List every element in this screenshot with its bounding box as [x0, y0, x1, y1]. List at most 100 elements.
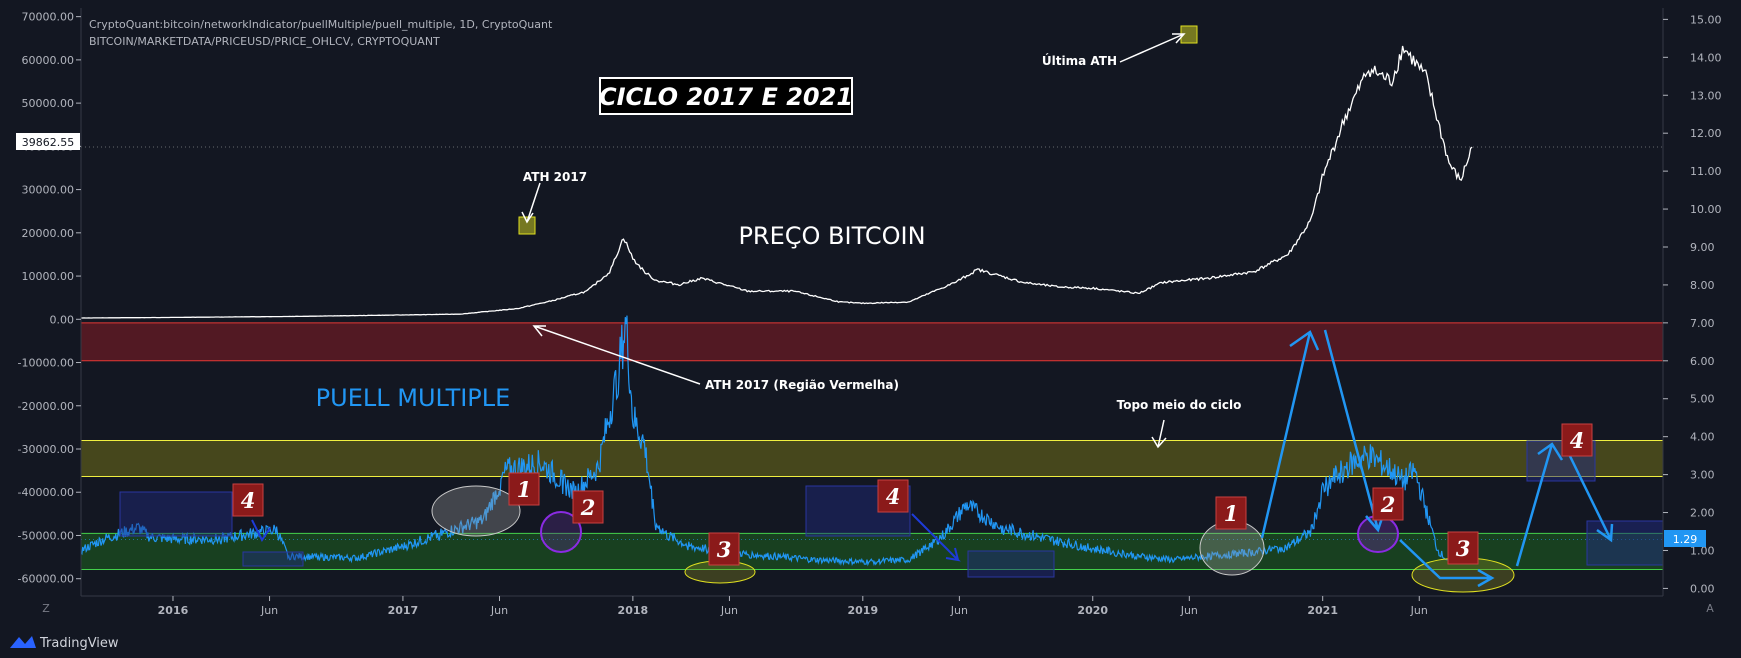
left-tick-label: 60000.00 [22, 54, 75, 67]
phase-label-1-2017: 1 [508, 472, 540, 506]
current-puell-tag: 1.29 [1664, 530, 1706, 547]
right-tick-label: 11.00 [1690, 165, 1722, 178]
zone-red [81, 322, 1663, 361]
left-tick-label: -50000.00 [18, 529, 74, 542]
arrow-2019 [911, 513, 961, 562]
right-tick-label: 15.00 [1690, 13, 1722, 26]
zone-green [81, 533, 1663, 570]
svg-text:1: 1 [1224, 501, 1239, 526]
phase-label-4-2016: 4 [232, 483, 264, 517]
svg-text:2: 2 [580, 495, 596, 520]
projection-arrows [1260, 329, 1614, 588]
svg-text:4: 4 [886, 484, 901, 509]
x-tick-label: 2018 [618, 604, 649, 617]
annotation-last-ath: Última ATH [1042, 53, 1117, 68]
box-low-proj [1586, 520, 1664, 566]
indicator-meta-line-1: CryptoQuant:bitcoin/networkIndicator/pue… [89, 18, 553, 31]
left-tick-label: 50000.00 [22, 97, 75, 110]
right-tick-label: 0.00 [1690, 582, 1715, 595]
x-axis-ticks: 2016 Jun 2017 Jun 2018 Jun 2019 Jun 2020 Jun 2021 J… [158, 596, 1428, 617]
right-tick-label: 9.00 [1690, 241, 1715, 254]
phase-label-3-proj: 3 [1447, 531, 1479, 565]
svg-text:A: A [1706, 602, 1714, 615]
arrow-last-ath [1119, 33, 1186, 63]
x-tick-label: Jun [260, 604, 278, 617]
arrow-proj-up-2 [1515, 442, 1564, 567]
phase-label-3-2019: 3 [708, 532, 740, 566]
right-tick-label: 4.00 [1690, 431, 1715, 444]
circle-phase-2-2018 [540, 511, 582, 553]
box-phase-4-2016 [119, 491, 233, 537]
right-tick-label: 10.00 [1690, 203, 1722, 216]
current-puell-value: 1.29 [1673, 533, 1698, 546]
right-tick-label: 12.00 [1690, 127, 1722, 140]
x-tick-label: 2017 [388, 604, 419, 617]
left-tick-label: 70000.00 [22, 11, 75, 24]
arrow-proj-up-1 [1260, 330, 1320, 539]
right-tick-label: 1.00 [1690, 544, 1715, 557]
left-tick-label: -40000.00 [18, 486, 74, 499]
x-tick-label: Jun [720, 604, 738, 617]
svg-text:4: 4 [241, 488, 256, 513]
svg-text:Z: Z [42, 602, 50, 615]
indicator-meta-line-2: BITCOIN/MARKETDATA/PRICEUSD/PRICE_OHLCV,… [89, 35, 440, 48]
auto-scale-right-button[interactable]: A [1706, 602, 1714, 615]
arrow-proj-flat [1399, 539, 1495, 588]
cycle-title-box [599, 77, 853, 115]
annotation-mid-cycle: Topo meio do ciclo [1117, 398, 1242, 412]
left-tick-label: 30000.00 [22, 184, 75, 197]
svg-text:2: 2 [1380, 492, 1396, 517]
axes-layer: 70000.0060000.0050000.0040000.0030000.00… [18, 8, 1722, 617]
current-price-value: 39862.55 [22, 136, 75, 149]
tradingview-brand-text: TradingView [39, 636, 119, 651]
left-tick-label: 0.00 [50, 313, 75, 326]
tradingview-logo[interactable]: TradingView [10, 636, 119, 651]
annotation-arrows [521, 33, 1186, 449]
x-tick-label: 2019 [847, 604, 878, 617]
left-tick-label: 10000.00 [22, 270, 75, 283]
right-tick-label: 3.00 [1690, 469, 1715, 482]
right-axis-ticks: 15.00 14.00 13.00 12.00 11.00 10.00 9.00 8.00 7.… [1663, 13, 1722, 595]
right-tick-label: 13.00 [1690, 89, 1722, 102]
phase-label-4-proj: 4 [1561, 423, 1593, 457]
series-puell-multiple [80, 315, 1473, 567]
annotation-ath-2017-red: ATH 2017 (Região Vermelha) [705, 378, 899, 392]
x-tick-label: Jun [490, 604, 508, 617]
arrow-ath-red [532, 325, 701, 385]
x-tick-label: 2016 [158, 604, 189, 617]
svg-text:3: 3 [717, 537, 732, 562]
zone-yellow [81, 440, 1663, 477]
svg-text:1: 1 [517, 477, 532, 502]
right-tick-label: 5.00 [1690, 393, 1715, 406]
phase-label-4-2019: 4 [877, 479, 909, 513]
circle-phase-2-proj [1357, 515, 1399, 553]
left-tick-label: -60000.00 [18, 573, 74, 586]
phase-label-2-2018: 2 [572, 490, 604, 524]
ellipse-phase-1-2017 [431, 485, 521, 537]
auto-scale-left-button[interactable]: Z [42, 602, 50, 615]
price-series-label: PREÇO BITCOIN [738, 222, 925, 250]
zones-layer [81, 146, 1663, 570]
x-tick-label: 2021 [1307, 604, 1338, 617]
right-tick-label: 14.00 [1690, 51, 1722, 64]
arrow-2016 [251, 519, 271, 542]
box-low-2016 [242, 551, 304, 567]
series-bitcoin-price [81, 45, 1473, 319]
svg-text:3: 3 [1456, 536, 1471, 561]
cycle-title: CICLO 2017 E 2021 [599, 83, 853, 111]
x-tick-label: Jun [1180, 604, 1198, 617]
phase-label-2-proj: 2 [1372, 487, 1404, 521]
current-price-tag: 39862.55 [16, 133, 80, 150]
x-tick-label: Jun [1410, 604, 1428, 617]
arrow-ath-2017 [521, 182, 541, 224]
series-layer [80, 45, 1473, 567]
phase-label-1-2021: 1 [1215, 496, 1247, 530]
left-tick-label: -20000.00 [18, 400, 74, 413]
marker-ath-2017 [518, 216, 536, 235]
box-low-2020 [967, 550, 1055, 578]
arrow-mid-cycle [1151, 419, 1167, 449]
tradingview-logo-icon [10, 636, 36, 648]
right-tick-label: 8.00 [1690, 279, 1715, 292]
right-tick-label: 6.00 [1690, 355, 1715, 368]
